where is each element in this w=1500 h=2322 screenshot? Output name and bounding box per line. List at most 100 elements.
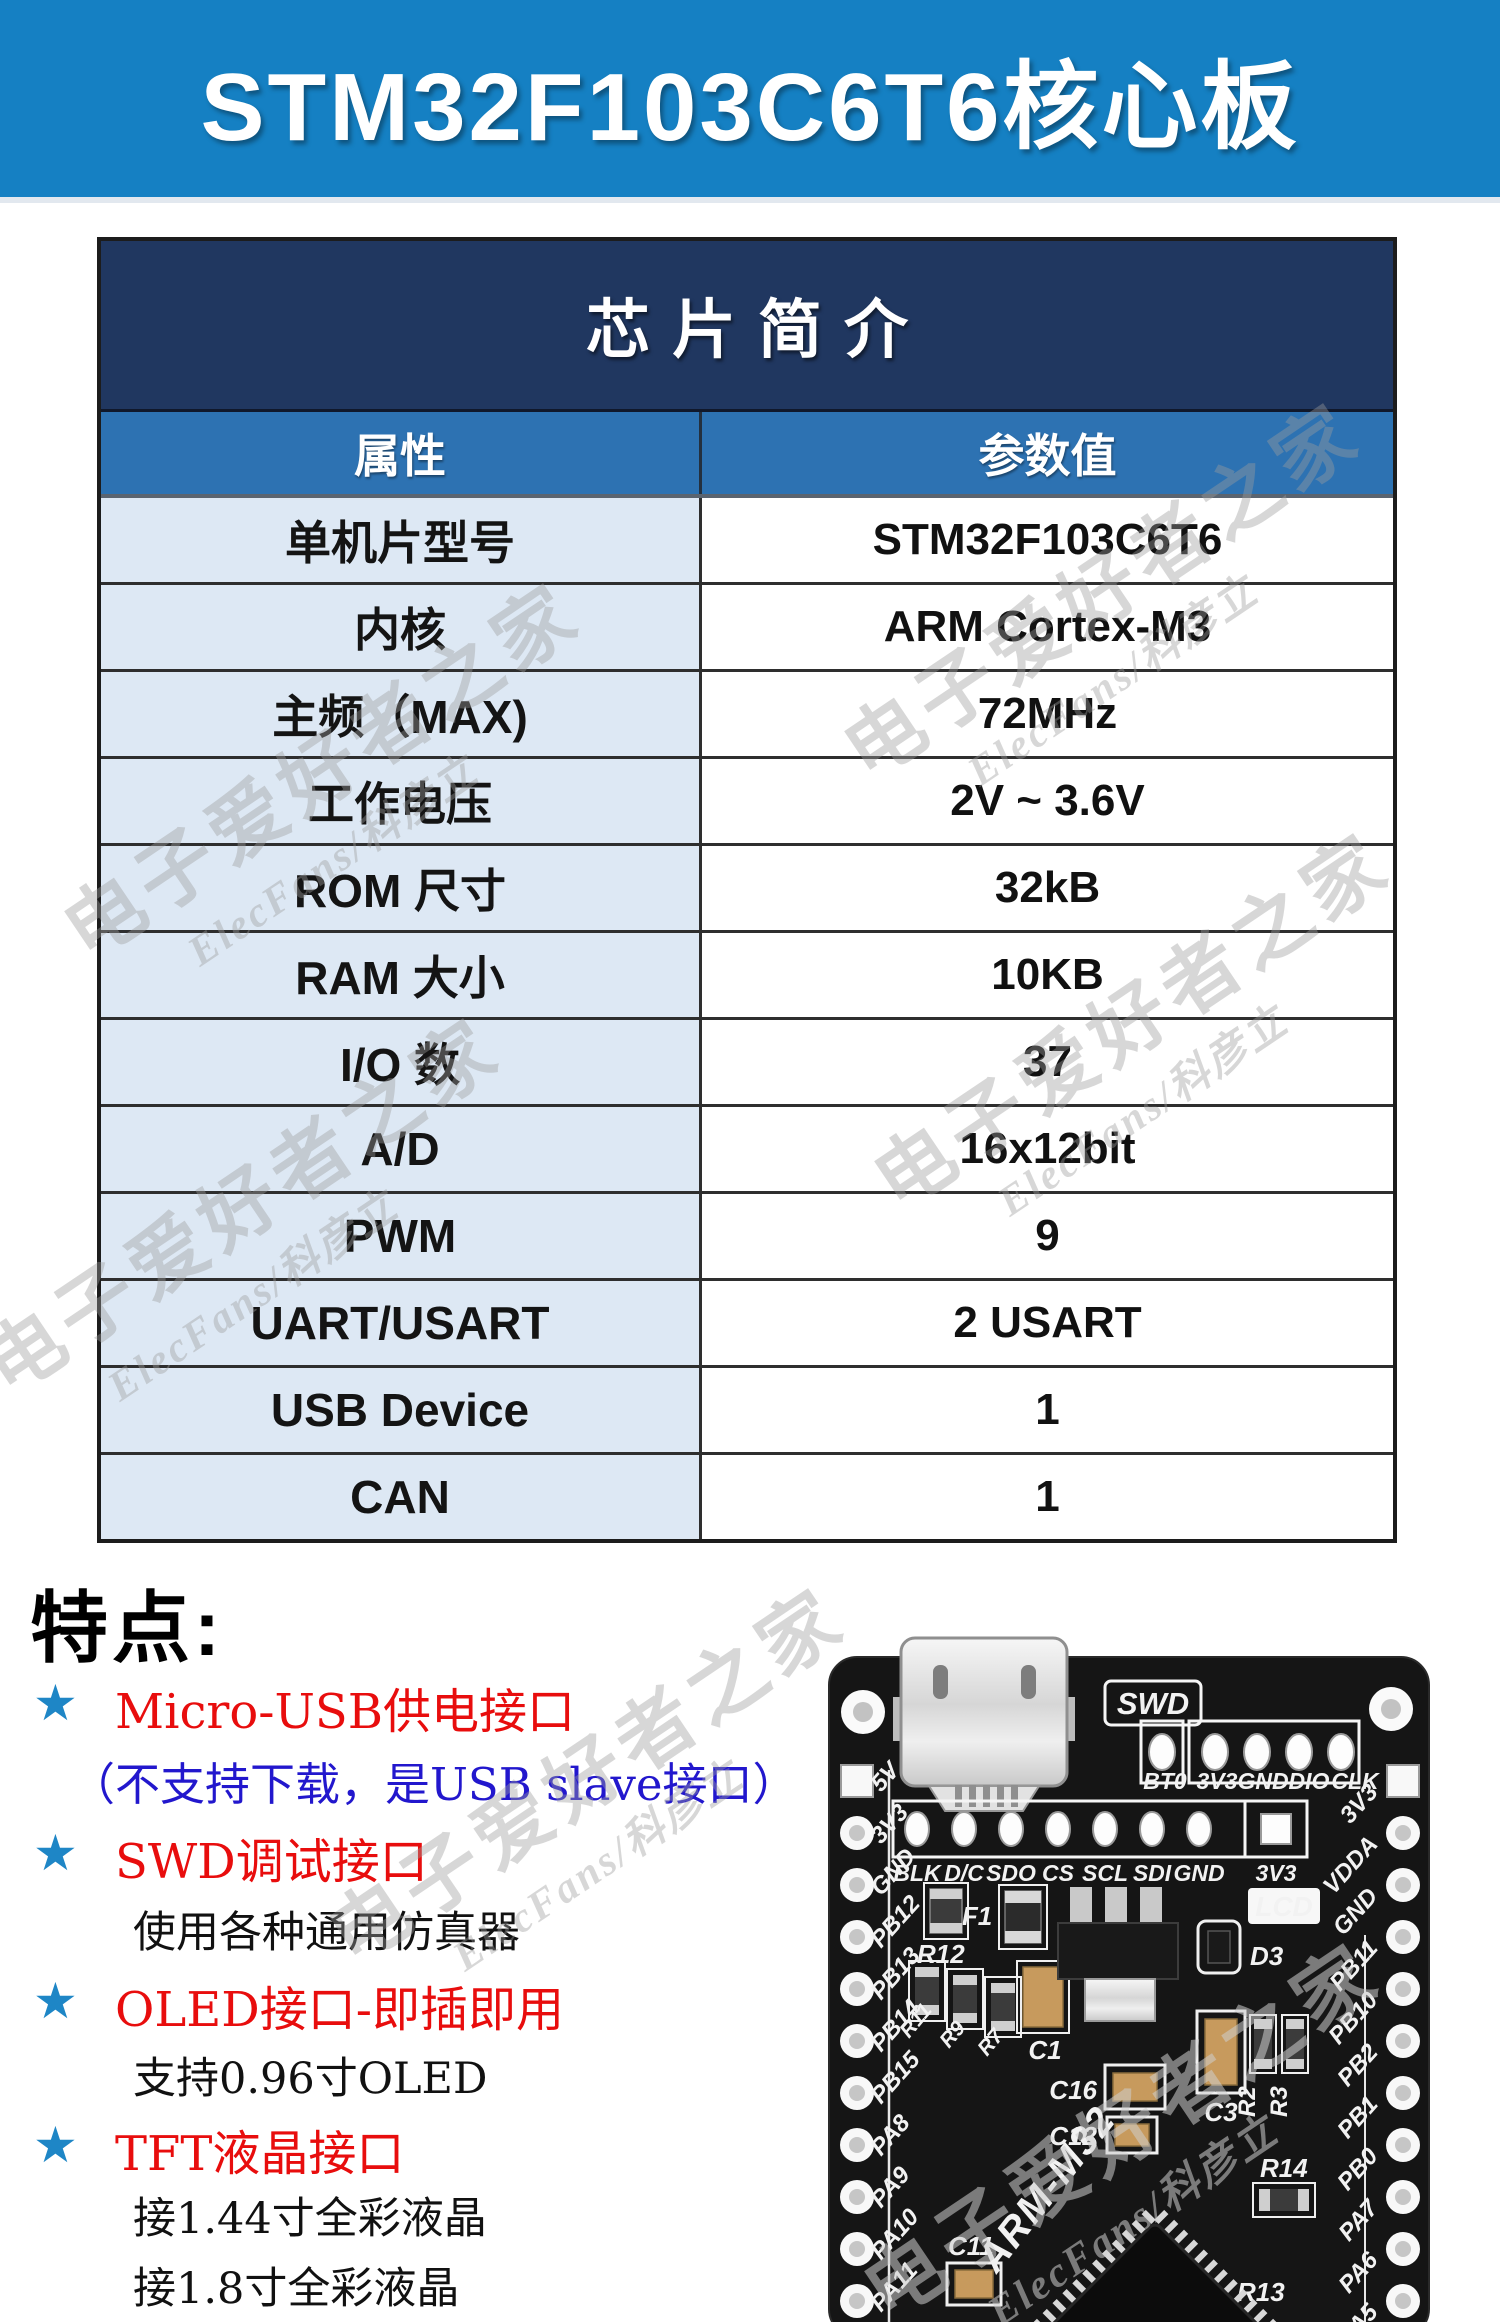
banner-underline [0, 197, 1500, 203]
feature-text: 接1.8寸全彩液晶 [133, 2264, 460, 2314]
c3-label: C3 [1204, 2097, 1238, 2127]
lcd-silk-box [1248, 1888, 1320, 1924]
mount-hole [841, 1687, 1413, 1734]
swd-pin-labels: BT0 3V3 GND DIO CLK [1143, 1768, 1380, 1794]
r14-label: R14 [1260, 2153, 1308, 2183]
features-heading: 特点: [30, 1584, 224, 1672]
row-value: 72MHz [699, 672, 1393, 756]
star-icon: ★ [33, 2116, 78, 2174]
row-label: 内核 [101, 585, 699, 669]
row-label: I/O 数 [101, 1020, 699, 1104]
feature-text: 支持0.96寸OLED [133, 2054, 488, 2104]
r2-label: R2 [1234, 2086, 1261, 2117]
lcd-pads [904, 1811, 1292, 1847]
table-title: 芯片简介 [101, 241, 1393, 412]
feature-item: ★ OLED接口-即插即用 [0, 1970, 830, 2040]
row-value: 1 [699, 1455, 1393, 1539]
table-row: ROM 尺寸 32kB [101, 846, 1393, 933]
mcu-chip [1029, 2209, 1281, 2322]
row-value: 16x12bit [699, 1107, 1393, 1191]
micro-usb-connector [893, 1636, 1075, 1812]
star-icon: ★ [33, 1972, 78, 2030]
feature-text: 接1.44寸全彩液晶 [133, 2194, 487, 2244]
row-value: 32kB [699, 846, 1393, 930]
swd-header: SWD BT0 3V3 GND DIO CLK [1103, 1679, 1380, 1794]
d3-label: D3 [1250, 1941, 1284, 1971]
row-label: A/D [101, 1107, 699, 1191]
row-value: 37 [699, 1020, 1393, 1104]
star-icon: ★ [33, 1824, 78, 1882]
swd-pin-label: DIO [1289, 1768, 1330, 1794]
swd-pin-label: CLK [1331, 1768, 1380, 1794]
row-value: STM32F103C6T6 [699, 498, 1393, 582]
swd-pin-label: 3V3 [1197, 1768, 1238, 1794]
feature-text: Micro-USB供电接口 [115, 1684, 576, 1740]
board-photo: SWD BT0 3V3 GND DIO CLK BLK D/C SDO CS SCL SDI GND… [805, 1635, 1450, 2322]
star-icon: ★ [33, 1674, 78, 1732]
header-property: 属性 [354, 431, 446, 482]
row-label: 单机片型号 [101, 498, 699, 582]
r12-label: R12 [917, 1939, 965, 1969]
header-value: 参数值 [699, 412, 1393, 494]
table-header-row: 属性 参数值 [101, 412, 1393, 498]
r3-label: R3 [1266, 2086, 1293, 2117]
row-label: CAN [101, 1455, 699, 1539]
spec-table: 芯片简介 属性 参数值 单机片型号 STM32F103C6T6 内核 ARM Cort… [97, 237, 1397, 1543]
lcd-header: BLK D/C SDO CS SCL SDI GND 3V3 LCD [891, 1799, 1320, 1924]
row-value: 2V ~ 3.6V [699, 759, 1393, 843]
feature-item: 支持0.96寸OLED [0, 2044, 830, 2106]
table-row: 主频（MAX) 72MHz [101, 672, 1393, 759]
row-value: 10KB [699, 933, 1393, 1017]
page-banner: STM32F103C6T6核心板 [0, 0, 1500, 197]
swd-label: SWD [1117, 1686, 1189, 1721]
lcd-pin-labels: BLK D/C SDO CS SCL SDI GND 3V3 [893, 1860, 1296, 1886]
lcd-pin-label: SDI [1133, 1860, 1172, 1886]
row-value: ARM Cortex-M3 [699, 585, 1393, 669]
lcd-pin-label: SDO [986, 1860, 1036, 1886]
product-title: STM32F103C6T6核心板 [200, 54, 1300, 161]
f1-label: F1 [962, 1901, 992, 1931]
lcd-pin-label: D/C [944, 1860, 984, 1886]
lcd-pin-label: GND [1173, 1860, 1224, 1886]
c12-label: C12 [1049, 2121, 1097, 2151]
row-label: 主频（MAX) [101, 672, 699, 756]
lcd-pin-label: BLK [893, 1860, 942, 1886]
pcb-board-image: SWD BT0 3V3 GND DIO CLK BLK D/C SDO CS SCL SDI GND… [828, 1636, 1430, 2322]
c16-label: C16 [1049, 2075, 1097, 2105]
feature-item: ★ Micro-USB供电接口 [0, 1672, 830, 1742]
feature-text: 使用各种通用仿真器 [133, 1908, 520, 1958]
feature-item: 接1.44寸全彩液晶 [0, 2184, 830, 2246]
row-label: USB Device [101, 1368, 699, 1452]
lcd-label: LCD [1255, 1891, 1313, 1922]
feature-item: 接1.8寸全彩液晶 [0, 2254, 830, 2316]
row-value: 2 USART [699, 1281, 1393, 1365]
table-body: 单机片型号 STM32F103C6T6 内核 ARM Cortex-M3 主频（MAX)… [101, 498, 1393, 1539]
feature-text: TFT液晶接口 [115, 2126, 405, 2182]
feature-text: OLED接口-即插即用 [115, 1982, 564, 2038]
c1-label: C1 [1028, 2035, 1061, 2065]
table-row: CAN 1 [101, 1455, 1393, 1539]
feature-item: 使用各种通用仿真器 [0, 1898, 830, 1960]
table-row: 单机片型号 STM32F103C6T6 [101, 498, 1393, 585]
lcd-pin-label: CS [1042, 1860, 1075, 1886]
swd-pin-label: GND [1237, 1768, 1288, 1794]
row-value: 9 [699, 1194, 1393, 1278]
table-row: USB Device 1 [101, 1368, 1393, 1455]
lcd-pin-label: 3V3 [1256, 1860, 1297, 1886]
feature-item: ★ TFT液晶接口 [0, 2114, 830, 2184]
table-row: UART/USART 2 USART [101, 1281, 1393, 1368]
table-row: I/O 数 37 [101, 1020, 1393, 1107]
table-row: PWM 9 [101, 1194, 1393, 1281]
row-label: ROM 尺寸 [101, 846, 699, 930]
feature-text: （不支持下载，是USB slave接口） [70, 1758, 798, 1811]
row-value: 1 [699, 1368, 1393, 1452]
row-label: UART/USART [101, 1281, 699, 1365]
swd-pin-label: BT0 [1143, 1768, 1187, 1794]
feature-item: （不支持下载，是USB slave接口） [0, 1748, 830, 1813]
table-row: A/D 16x12bit [101, 1107, 1393, 1194]
c11-label: C11 [948, 2231, 994, 2261]
feature-item: ★ SWD调试接口 [0, 1822, 830, 1892]
row-label: RAM 大小 [101, 933, 699, 1017]
table-row: RAM 大小 10KB [101, 933, 1393, 1020]
